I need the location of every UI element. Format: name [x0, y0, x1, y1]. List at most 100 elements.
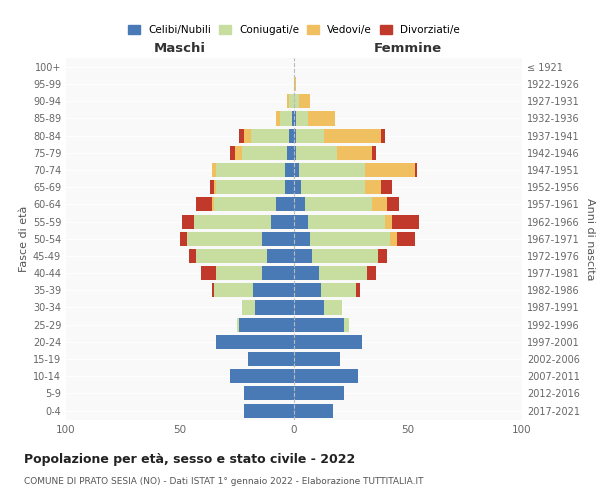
Bar: [276, 112, 280, 126]
Bar: [296, 112, 308, 126]
Bar: [367, 266, 376, 280]
Bar: [182, 214, 194, 228]
Bar: [296, 128, 323, 142]
Bar: [262, 232, 294, 246]
Bar: [285, 163, 294, 177]
Bar: [287, 146, 294, 160]
Y-axis label: Anni di nascita: Anni di nascita: [586, 198, 595, 280]
Bar: [196, 198, 212, 211]
Bar: [251, 128, 289, 142]
Bar: [255, 300, 294, 314]
Bar: [244, 386, 294, 400]
Bar: [415, 163, 417, 177]
Bar: [287, 94, 289, 108]
Bar: [242, 146, 287, 160]
Bar: [365, 180, 380, 194]
Bar: [248, 352, 294, 366]
Bar: [214, 198, 276, 211]
Bar: [310, 232, 390, 246]
Bar: [266, 249, 294, 263]
Bar: [217, 266, 262, 280]
Bar: [380, 180, 392, 194]
Bar: [392, 214, 419, 228]
Bar: [294, 146, 296, 160]
Bar: [371, 198, 388, 211]
Bar: [196, 249, 266, 263]
Bar: [388, 198, 399, 211]
Bar: [322, 283, 356, 298]
Bar: [285, 180, 294, 194]
Bar: [294, 180, 301, 194]
Bar: [308, 214, 385, 228]
Bar: [214, 283, 253, 298]
Bar: [294, 214, 308, 228]
Bar: [301, 180, 365, 194]
Bar: [294, 386, 344, 400]
Bar: [379, 249, 388, 263]
Bar: [289, 128, 294, 142]
Bar: [194, 214, 271, 228]
Text: Popolazione per età, sesso e stato civile - 2022: Popolazione per età, sesso e stato civil…: [24, 452, 355, 466]
Bar: [296, 146, 337, 160]
Bar: [294, 128, 296, 142]
Bar: [294, 352, 340, 366]
Bar: [294, 318, 344, 332]
Text: COMUNE DI PRATO SESIA (NO) - Dati ISTAT 1° gennaio 2022 - Elaborazione TUTTITALI: COMUNE DI PRATO SESIA (NO) - Dati ISTAT …: [24, 478, 424, 486]
Bar: [294, 249, 312, 263]
Bar: [294, 300, 323, 314]
Bar: [212, 163, 217, 177]
Bar: [323, 300, 342, 314]
Bar: [299, 163, 365, 177]
Legend: Celibi/Nubili, Coniugati/e, Vedovi/e, Divorziati/e: Celibi/Nubili, Coniugati/e, Vedovi/e, Di…: [124, 21, 464, 40]
Bar: [294, 77, 296, 91]
Bar: [294, 335, 362, 349]
Bar: [276, 198, 294, 211]
Bar: [365, 163, 415, 177]
Text: Femmine: Femmine: [374, 42, 442, 55]
Y-axis label: Fasce di età: Fasce di età: [19, 206, 29, 272]
Bar: [299, 94, 310, 108]
Bar: [397, 232, 415, 246]
Bar: [209, 180, 214, 194]
Bar: [187, 232, 262, 246]
Bar: [235, 146, 242, 160]
Bar: [385, 214, 392, 228]
Bar: [200, 266, 217, 280]
Bar: [239, 318, 294, 332]
Bar: [294, 369, 358, 383]
Bar: [262, 266, 294, 280]
Bar: [189, 249, 196, 263]
Bar: [344, 318, 349, 332]
Bar: [294, 266, 319, 280]
Bar: [337, 146, 371, 160]
Bar: [380, 128, 385, 142]
Bar: [217, 335, 294, 349]
Bar: [294, 163, 299, 177]
Bar: [180, 232, 187, 246]
Bar: [294, 232, 310, 246]
Bar: [356, 283, 360, 298]
Bar: [294, 283, 322, 298]
Bar: [390, 232, 397, 246]
Bar: [319, 266, 367, 280]
Bar: [280, 112, 292, 126]
Bar: [292, 112, 294, 126]
Bar: [305, 198, 371, 211]
Bar: [312, 249, 379, 263]
Bar: [294, 112, 296, 126]
Bar: [212, 198, 214, 211]
Bar: [217, 180, 285, 194]
Bar: [308, 112, 335, 126]
Bar: [237, 318, 239, 332]
Bar: [294, 198, 305, 211]
Bar: [289, 94, 294, 108]
Bar: [294, 94, 299, 108]
Bar: [230, 369, 294, 383]
Bar: [371, 146, 376, 160]
Bar: [294, 404, 333, 417]
Bar: [239, 128, 244, 142]
Bar: [242, 300, 255, 314]
Bar: [217, 163, 285, 177]
Text: Maschi: Maschi: [154, 42, 206, 55]
Bar: [230, 146, 235, 160]
